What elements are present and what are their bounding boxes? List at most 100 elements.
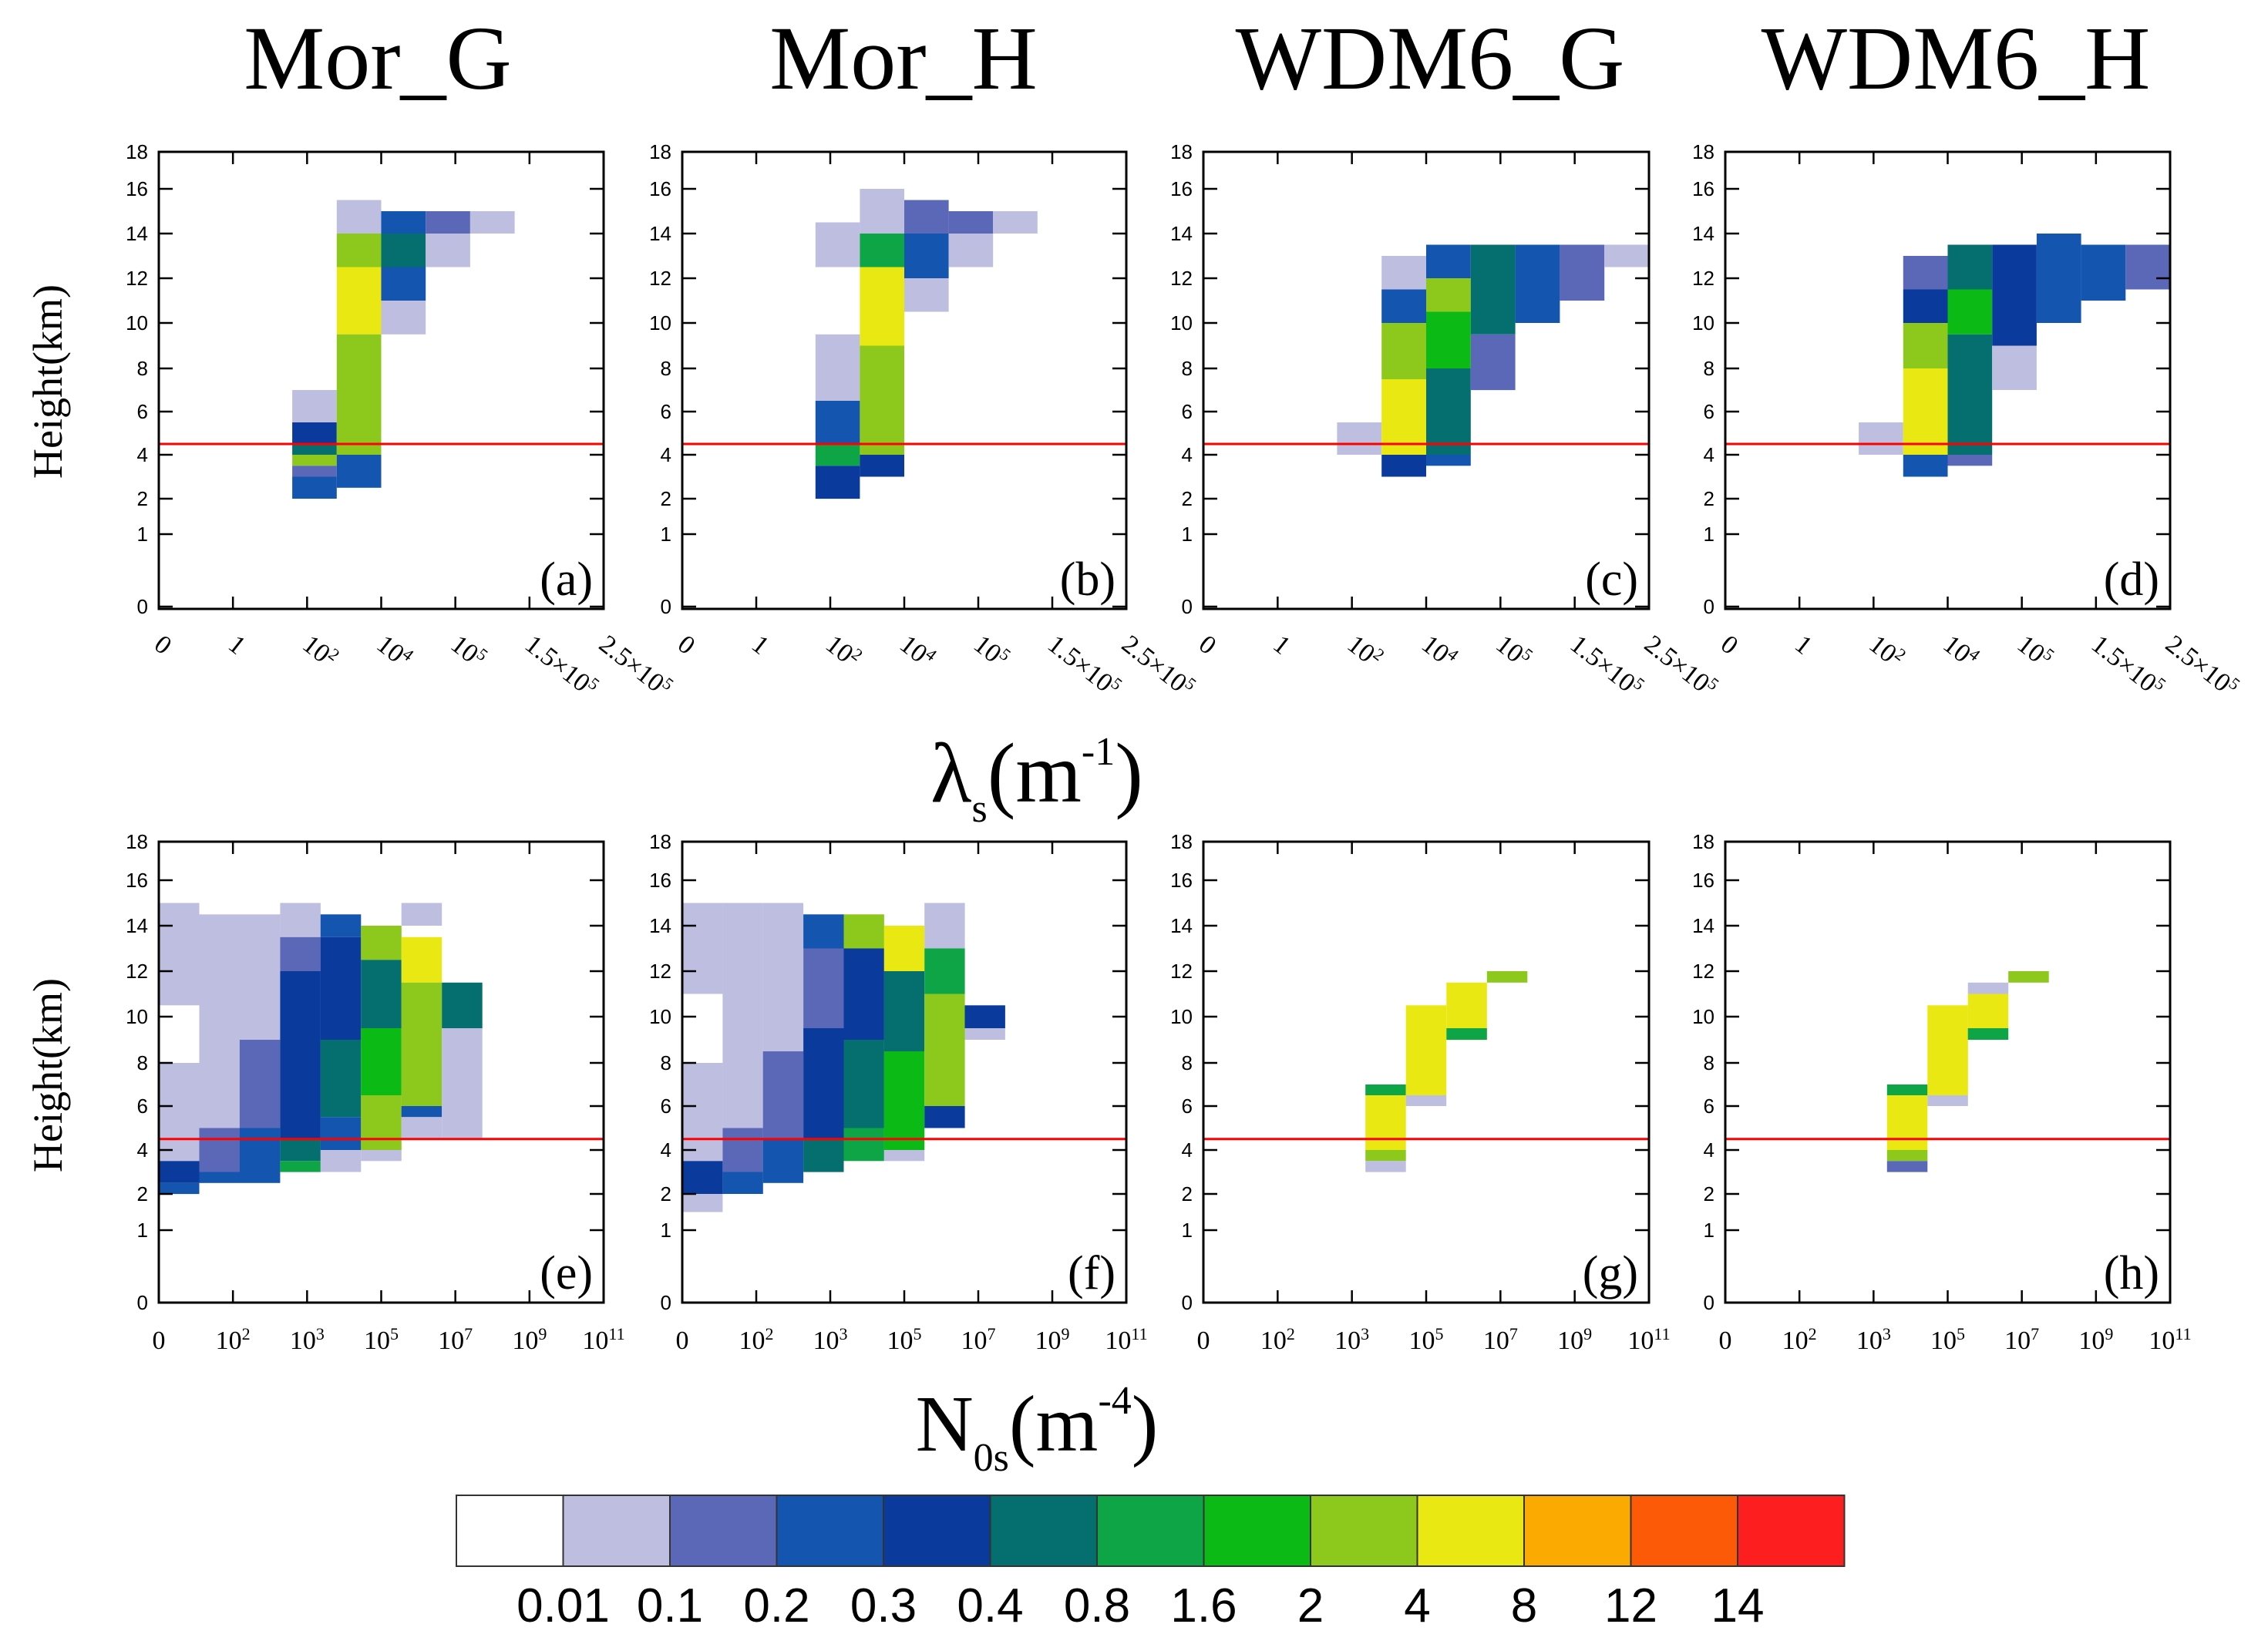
colorbar-label: 0.01 — [517, 1579, 610, 1633]
heatmap-cell — [1927, 1028, 1968, 1095]
heatmap-cell — [159, 903, 200, 1006]
heatmap-cell — [682, 1161, 723, 1195]
heatmap-cell — [1426, 455, 1471, 466]
heatmap-cell — [843, 914, 884, 949]
heatmap-cell — [924, 1106, 965, 1128]
y-tick-label: 6 — [1704, 1095, 1714, 1118]
y-tick-label: 0 — [137, 1291, 148, 1314]
heatmap-cell — [159, 1063, 200, 1162]
y-tick-label: 10 — [1692, 1005, 1714, 1028]
heatmap-cell — [469, 211, 515, 234]
x-tick-label: 1011 — [1105, 1324, 1147, 1355]
heatmap-cell — [860, 267, 904, 346]
heatmap-cell — [924, 994, 965, 1106]
heatmap-cell — [292, 476, 337, 499]
heatmap-cell — [815, 401, 860, 444]
x-tick-label: 2.5×105 — [1639, 628, 1723, 703]
x-tick-label: 1011 — [1627, 1324, 1670, 1355]
y-tick-label: 1 — [137, 523, 148, 546]
y-tick-label: 6 — [137, 1095, 148, 1118]
heatmap-cell — [815, 334, 860, 402]
heatmap-cell — [682, 903, 723, 994]
heatmap-cell — [948, 211, 994, 234]
heatmap-cell — [843, 1040, 884, 1128]
heatmap-cell — [1927, 1095, 1968, 1106]
x-tick-label: 105 — [1930, 1324, 1965, 1355]
y-tick-label: 2 — [1182, 487, 1193, 510]
heatmap-cell — [883, 926, 925, 971]
heatmap-cell — [199, 1128, 240, 1172]
x-tick-label: 1.5×105 — [520, 628, 604, 703]
heatmap-cell — [682, 1194, 723, 1212]
heatmap-cell — [320, 914, 362, 937]
lambda-axis-title: λs(m-1) — [930, 726, 1143, 831]
x-tick-label: 2.5×105 — [594, 628, 678, 703]
y-tick-label: 6 — [661, 400, 671, 423]
heatmap-cell — [426, 234, 470, 267]
colorbar-swatch — [989, 1495, 1098, 1567]
x-tick-label: 107 — [961, 1324, 996, 1355]
y-tick-label: 2 — [137, 487, 148, 510]
panel-label: (b) — [1060, 553, 1115, 606]
heatmap-cell — [292, 422, 337, 444]
y-tick-label: 14 — [126, 222, 148, 245]
heatmap-cell — [336, 334, 382, 456]
y-tick-label: 8 — [137, 357, 148, 380]
heatmap-cell — [1470, 244, 1516, 335]
y-tick-label: 4 — [661, 443, 671, 466]
heatmap-cell — [1426, 368, 1471, 455]
column-title-mor-g: Mor_G — [244, 8, 511, 109]
y-tick-label: 16 — [649, 869, 671, 892]
heatmap-cell — [336, 200, 382, 234]
x-tick-label: 0 — [1193, 630, 1221, 661]
x-tick-label: 102 — [739, 1324, 774, 1355]
y-tick-label: 4 — [137, 443, 148, 466]
y-tick-label: 12 — [126, 960, 148, 983]
panel-label: (f) — [1068, 1247, 1115, 1300]
heatmap-cell — [199, 1172, 240, 1183]
heatmap-cell — [1381, 323, 1426, 379]
heatmap-cell — [843, 1128, 884, 1162]
y-tick-label: 16 — [126, 177, 148, 200]
column-title-wdm6-h: WDM6_H — [1762, 8, 2151, 109]
heatmap-cell — [1903, 289, 1948, 323]
y-tick-label: 10 — [126, 311, 148, 335]
y-tick-label: 1 — [1704, 523, 1714, 546]
lambda-subscript: s — [971, 787, 987, 831]
y-tick-label: 0 — [1182, 595, 1193, 618]
heatmap-cell — [2008, 971, 2049, 983]
x-tick-label: 0 — [149, 630, 177, 661]
heatmap-cell — [336, 234, 382, 267]
y-tick-label: 6 — [1704, 400, 1714, 423]
x-tick-label: 102 — [216, 1324, 251, 1355]
heatmap-cell — [904, 278, 949, 312]
heatmap-cell — [948, 234, 994, 267]
n0s-unit-close: ) — [1132, 1380, 1159, 1468]
heatmap-cell — [292, 444, 337, 455]
y-tick-label: 4 — [661, 1138, 671, 1162]
x-tick-label: 104 — [894, 628, 941, 674]
x-tick-label: 1.5×105 — [1565, 628, 1649, 703]
x-tick-label: 105 — [1409, 1324, 1444, 1355]
heatmap-cell — [860, 189, 904, 234]
x-tick-label: 2.5×105 — [2160, 628, 2244, 703]
y-tick-label: 14 — [1170, 914, 1193, 937]
heatmap-cell — [361, 1150, 402, 1162]
heatmap-cell — [1560, 244, 1605, 301]
y-tick-label: 0 — [1704, 595, 1714, 618]
y-tick-label: 12 — [649, 267, 671, 290]
column-title-mor-h: Mor_H — [769, 8, 1037, 109]
heatmap-cell — [1967, 1028, 2009, 1040]
x-tick-label: 103 — [813, 1324, 848, 1355]
x-tick-label: 1.5×105 — [2086, 628, 2170, 703]
colorbar-label: 0.4 — [957, 1579, 1023, 1633]
heatmap-cell — [320, 1117, 362, 1151]
x-tick-label: 1011 — [582, 1324, 624, 1355]
heatmap-cell — [159, 1182, 200, 1195]
x-tick-label: 104 — [1416, 628, 1462, 674]
heatmap-cell — [1426, 311, 1471, 368]
